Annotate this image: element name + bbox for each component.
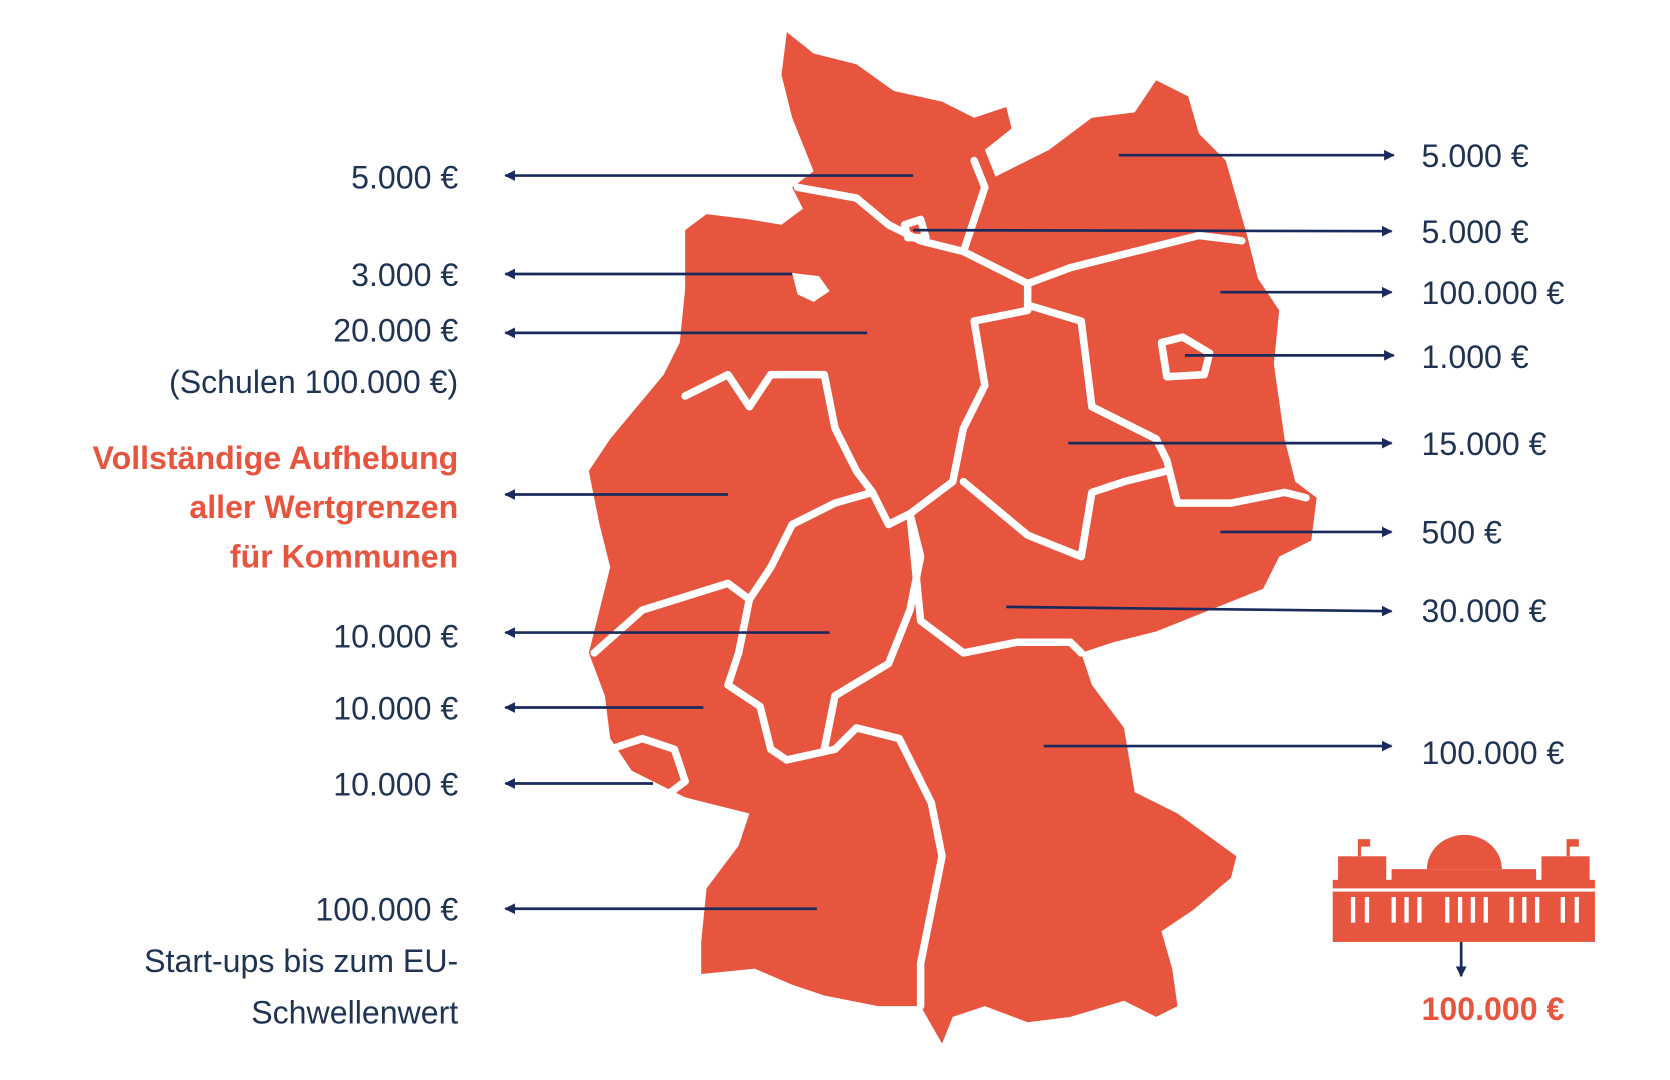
arrow [1006,605,1393,617]
value-label: 10.000 € [333,690,458,726]
dome [1426,834,1502,870]
tower [1338,856,1387,884]
value-label: 5.000 € [351,159,458,195]
highlight-label: für Kommunen [230,538,458,574]
left-labels: 5.000 € 3.000 € 20.000 € (Schulen 100.00… [93,159,459,1030]
value-label: 5.000 € [1422,214,1529,250]
value-label: 15.000 € [1422,426,1547,462]
value-label: 20.000 € [333,312,458,348]
tower [1541,856,1590,884]
arrow [913,225,1393,237]
germany-map [588,32,1317,1044]
value-label: 30.000 € [1422,593,1547,629]
note-label: Schwellenwert [251,994,458,1030]
note-label: Start-ups bis zum EU- [144,943,458,979]
federal-label: 100.000 € [1422,991,1565,1027]
state-borders [590,156,1310,1010]
germany-outline [588,32,1317,1044]
value-label: 3.000 € [351,257,458,293]
value-label: 10.000 € [333,766,458,802]
value-label: 10.000 € [333,619,458,655]
highlight-label: aller Wertgrenzen [189,489,458,525]
right-labels: 5.000 € 5.000 € 100.000 € 1.000 € 15.000… [1422,138,1565,771]
value-label: 5.000 € [1422,138,1529,174]
value-label: 100.000 € [1422,735,1565,771]
note-label: (Schulen 100.000 €) [169,364,458,400]
value-label: 100.000 € [315,892,458,928]
lake [792,272,830,302]
value-label: 100.000 € [1422,275,1565,311]
left-arrows [504,170,914,915]
highlight-label: Vollständige Aufhebung [93,440,459,476]
value-label: 500 € [1422,515,1502,551]
reichstag-icon [1332,834,1595,942]
roof [1391,869,1537,885]
right-arrows [913,149,1467,978]
value-label: 1.000 € [1422,339,1529,375]
